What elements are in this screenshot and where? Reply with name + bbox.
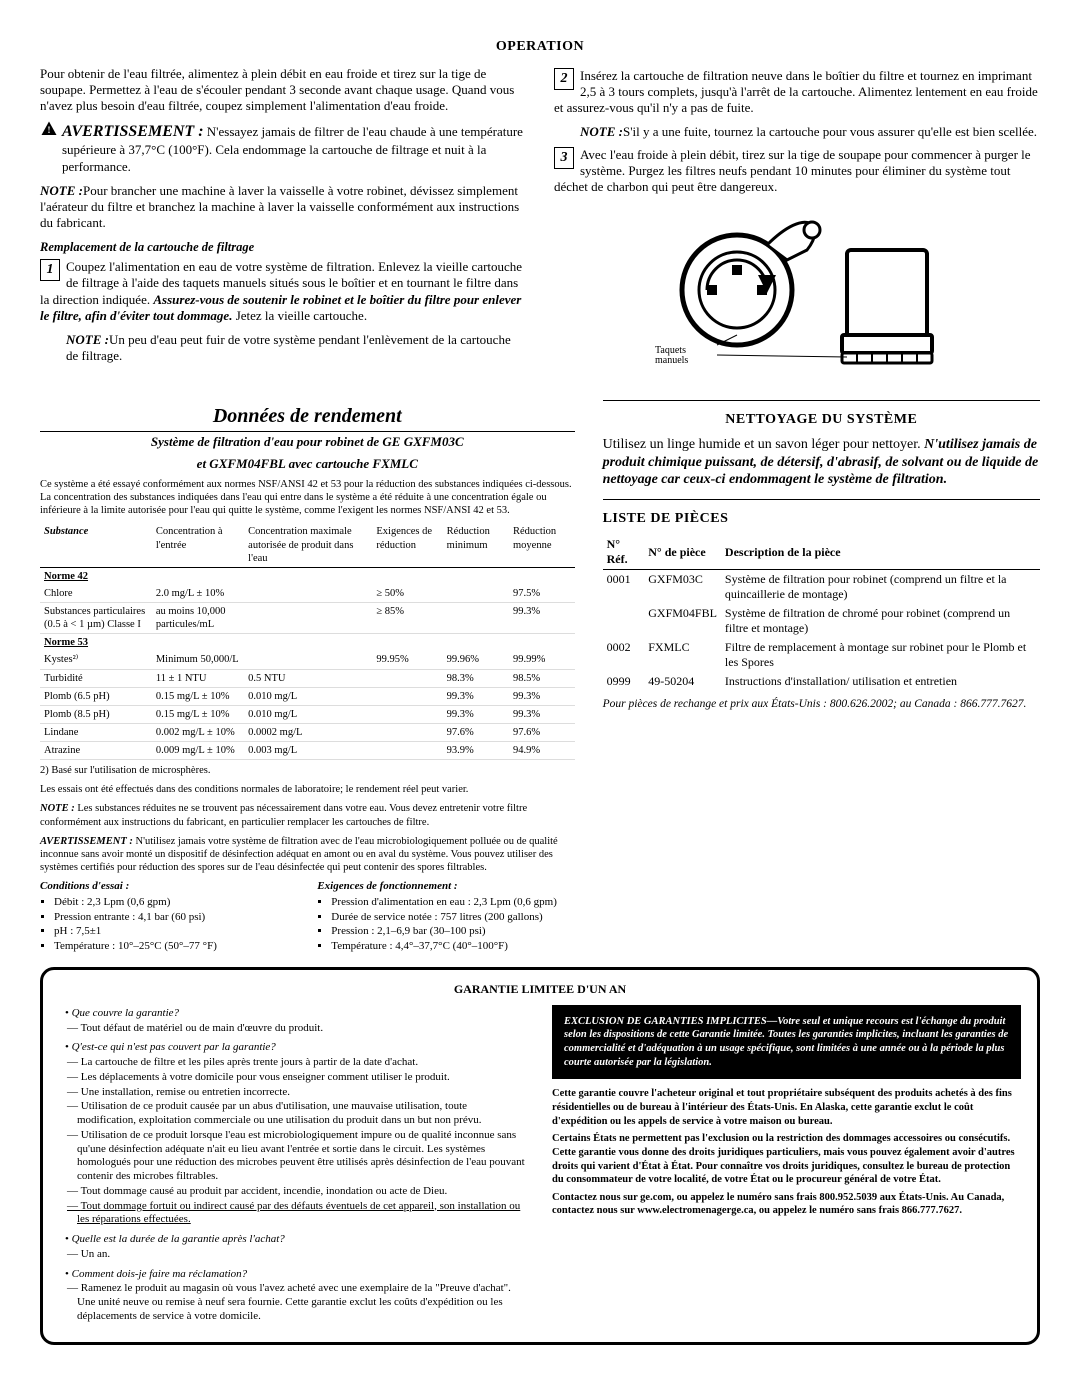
warranty-p3: Contactez nous sur ge.com, ou appelez le… (552, 1191, 1021, 1218)
req-h: Exigences de fonctionnement : (317, 880, 574, 894)
req-list: Pression d'alimentation en eau : 2,3 Lpm… (317, 896, 574, 954)
w-q3: • Quelle est la durée de la garantie apr… (65, 1233, 528, 1262)
warranty-box: GARANTIE LIMITEE D'UN AN • Que couvre la… (40, 967, 1040, 1345)
warning-text: AVERTISSEMENT : N'essayez jamais de filt… (62, 122, 526, 175)
operation-columns: Pour obtenir de l'eau filtrée, alimentez… (40, 64, 1040, 390)
footnote-a: Les essais ont été effectués dans des co… (40, 783, 575, 796)
step-2-icon: 2 (554, 68, 574, 90)
conditions-row: Conditions d'essai : Débit : 2,3 Lpm (0,… (40, 880, 575, 955)
cleaning-text: Utilisez un linge humide et un savon lég… (603, 436, 1040, 489)
warning-icon: ! (40, 120, 58, 138)
step-3-icon: 3 (554, 147, 574, 169)
cond-h: Conditions d'essai : (40, 880, 297, 894)
w-q2: • Q'est-ce qui n'est pas couvert par la … (65, 1041, 528, 1227)
parts-title: LISTE DE PIÈCES (603, 510, 1040, 528)
warranty-p1: Cette garantie couvre l'acheteur origina… (552, 1087, 1021, 1128)
note-2: NOTE :Un peu d'eau peut fuir de votre sy… (40, 332, 526, 365)
data-heading: Données de rendement (40, 404, 575, 432)
footnote-note: NOTE : Les substances réduites ne se tro… (40, 802, 575, 828)
step-3: 3 Avec l'eau froide à plein débit, tirez… (554, 147, 1040, 196)
note-1: NOTE :Pour brancher une machine à laver … (40, 183, 526, 232)
op-intro: Pour obtenir de l'eau filtrée, alimentez… (40, 66, 526, 115)
parts-note: Pour pièces de rechange et prix aux État… (603, 697, 1040, 711)
data-sub2: et GXFM04FBL avec cartouche FXMLC (40, 456, 575, 472)
w-q4: • Comment dois-je faire ma réclamation? … (65, 1268, 528, 1324)
exclusion-box: EXCLUSION DE GARANTIES IMPLICITES—Votre … (552, 1005, 1021, 1080)
w-q1: • Que couvre la garantie? Tout défaut de… (65, 1007, 528, 1036)
step-1: 1 Coupez l'alimentation en eau de votre … (40, 259, 526, 324)
svg-text:!: ! (48, 125, 51, 135)
cond-list: Débit : 2,3 Lpm (0,6 gpm)Pression entran… (40, 896, 297, 954)
step-2: 2 Insérez la cartouche de filtration neu… (554, 68, 1040, 117)
operation-title: OPERATION (40, 38, 1040, 56)
warranty-title: GARANTIE LIMITEE D'UN AN (59, 982, 1021, 997)
data-sub1: Système de filtration d'eau pour robinet… (40, 434, 575, 450)
warning-row: ! AVERTISSEMENT : N'essayez jamais de fi… (40, 120, 526, 181)
diagram: Taquets manuels (554, 205, 1040, 379)
data-intro: Ce système a été essayé conformément aux… (40, 478, 575, 517)
parts-table: N° Réf. N° de pièce Description de la pi… (603, 535, 1040, 691)
warranty-p2: Certains États ne permettent pas l'exclu… (552, 1132, 1021, 1187)
footnote-2: 2) Basé sur l'utilisation de microsphère… (40, 764, 575, 777)
footnote-warn: AVERTISSEMENT : N'utilisez jamais votre … (40, 835, 575, 874)
step-1-icon: 1 (40, 259, 60, 281)
note-3: NOTE :S'il y a une fuite, tournez la car… (554, 124, 1040, 140)
replacement-heading: Remplacement de la cartouche de filtrage (40, 240, 526, 256)
svg-text:manuels: manuels (655, 355, 688, 366)
performance-table: Substance Concentration à l'entrée Conce… (40, 523, 575, 760)
cleaning-title: NETTOYAGE DU SYSTÈME (603, 411, 1040, 429)
